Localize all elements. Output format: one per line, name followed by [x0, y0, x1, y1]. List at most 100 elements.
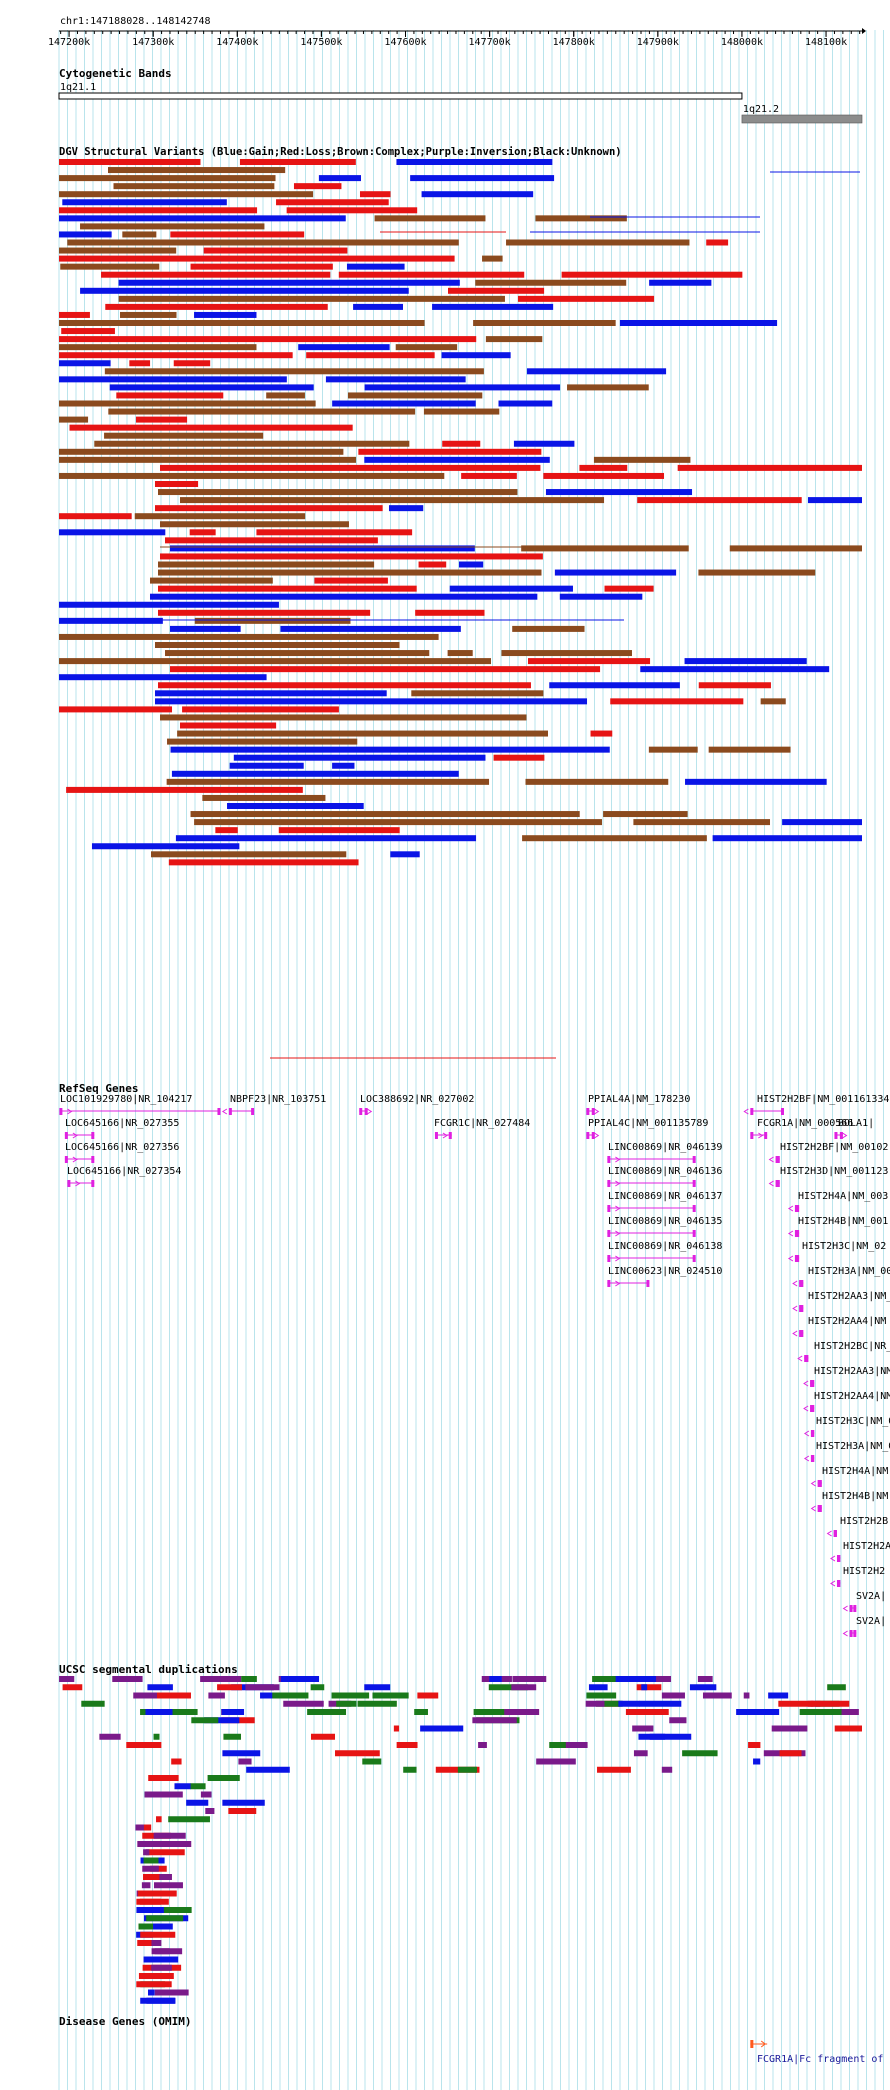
structural-variant: [359, 191, 391, 198]
segmental-duplication: [204, 1717, 240, 1724]
segmental-duplication: [810, 1700, 850, 1707]
segmental-duplication: [489, 1676, 502, 1682]
gene-label: PPIAL4A|NM_178230: [588, 1094, 690, 1105]
gene-exon: [591, 1132, 595, 1139]
strand-arrow-icon: [792, 1330, 798, 1337]
structural-variant: [109, 384, 314, 391]
segmental-duplication: [414, 1709, 428, 1715]
strand-arrow-icon: [842, 1630, 848, 1637]
gene-exon: [607, 1180, 611, 1187]
gene-exon: [849, 1630, 853, 1637]
structural-variant: [215, 827, 238, 834]
structural-variant: [554, 569, 677, 576]
gene-label: LINC00869|NR_046135: [608, 1216, 722, 1227]
strand-arrow-icon: [787, 1205, 794, 1212]
gene-label: HIST2H3D|NM_001123: [780, 1166, 888, 1177]
structural-variant: [567, 384, 649, 391]
strand-arrow-icon: [615, 1280, 621, 1287]
gene-exon: [800, 1305, 804, 1312]
strand-arrow-icon: [830, 1580, 836, 1587]
segmental-duplication: [661, 1692, 685, 1699]
structural-variant: [698, 569, 816, 576]
structural-variant: [158, 569, 542, 576]
structural-variant: [59, 207, 258, 214]
segmental-duplication: [364, 1684, 391, 1691]
structural-variant: [712, 835, 862, 842]
segmental-duplication: [200, 1791, 212, 1798]
structural-variant: [482, 255, 503, 262]
structural-variant: [449, 585, 573, 592]
segmental-duplication: [171, 1758, 182, 1765]
structural-variant: [501, 650, 632, 657]
strand-arrow-icon: [842, 1605, 848, 1612]
structural-variant: [278, 827, 400, 834]
strand-arrow-icon: [760, 2040, 767, 2048]
gene-exon: [364, 1108, 368, 1115]
structural-variant: [94, 440, 410, 447]
strand-arrow-icon: [615, 1255, 621, 1262]
gene-exon: [764, 1132, 768, 1139]
structural-variant: [432, 303, 554, 310]
segmental-duplication: [743, 1692, 750, 1699]
structural-variant: [160, 714, 527, 721]
gene-exon: [818, 1505, 822, 1512]
structural-variant: [182, 706, 339, 713]
gene-label: NBPF23|NR_103751: [230, 1094, 326, 1105]
structural-variant: [59, 456, 357, 463]
structural-variant: [59, 376, 287, 383]
segmental-duplication: [151, 1964, 172, 1971]
segmental-duplication: [155, 1709, 198, 1715]
strand-arrow-icon: [787, 1230, 794, 1237]
structural-variant: [512, 625, 585, 632]
structural-variant: [59, 513, 132, 520]
structural-variant: [229, 762, 304, 769]
structural-variant: [410, 175, 555, 182]
ruler-tick-label: 147400k: [216, 37, 258, 48]
segmental-duplication: [200, 1676, 242, 1682]
structural-variant: [168, 859, 359, 866]
structural-variant: [390, 851, 420, 858]
structural-variant: [590, 730, 613, 737]
gene-exon: [692, 1156, 696, 1163]
segmental-duplication: [174, 1783, 191, 1790]
gene-label: HIST2H3C|NM_02: [802, 1241, 886, 1252]
segmental-duplication: [588, 1684, 608, 1691]
structural-variant: [593, 456, 691, 463]
segmental-duplication: [753, 1758, 761, 1765]
gene-exon: [849, 1605, 853, 1612]
structural-variant: [91, 843, 240, 850]
segmental-duplication: [142, 1865, 159, 1872]
structural-variant: [493, 754, 545, 761]
segmental-duplication: [310, 1733, 336, 1740]
structural-variant: [603, 811, 688, 818]
structural-variant: [708, 746, 791, 753]
structural-variant: [160, 464, 541, 471]
ruler-track: 147200k 147300k 147400k 147500k 147600k 14770…: [48, 28, 866, 48]
segmental-duplication: [435, 1766, 480, 1773]
structural-variant: [698, 682, 771, 689]
gene-label: HIST2H2AA4|NM: [808, 1316, 886, 1327]
segmental-duplication: [280, 1676, 320, 1682]
structural-variant: [60, 263, 160, 270]
gene-exon: [67, 1180, 71, 1187]
segdup-track: [59, 1676, 862, 2004]
gene-label: LOC645166|NR_027355: [65, 1118, 179, 1129]
segmental-duplication: [615, 1676, 657, 1682]
gene-exon: [607, 1230, 611, 1237]
gene-label: FCGR1A|NM_000566: [757, 1118, 853, 1129]
structural-variant: [170, 625, 241, 632]
segmental-duplication: [246, 1766, 290, 1773]
structural-variant: [194, 617, 351, 624]
segmental-duplication: [618, 1700, 640, 1707]
gene-exon: [692, 1180, 696, 1187]
segmental-duplication: [143, 1956, 179, 1963]
structural-variant: [604, 585, 654, 592]
structural-variant: [158, 489, 518, 496]
strand-arrow-icon: [366, 1108, 373, 1115]
segmental-duplication: [661, 1766, 673, 1773]
structural-variant: [396, 159, 553, 165]
structural-variant: [543, 472, 665, 479]
structural-variant: [129, 360, 151, 367]
segmental-duplication: [841, 1709, 859, 1715]
segmental-duplication: [153, 1923, 173, 1930]
